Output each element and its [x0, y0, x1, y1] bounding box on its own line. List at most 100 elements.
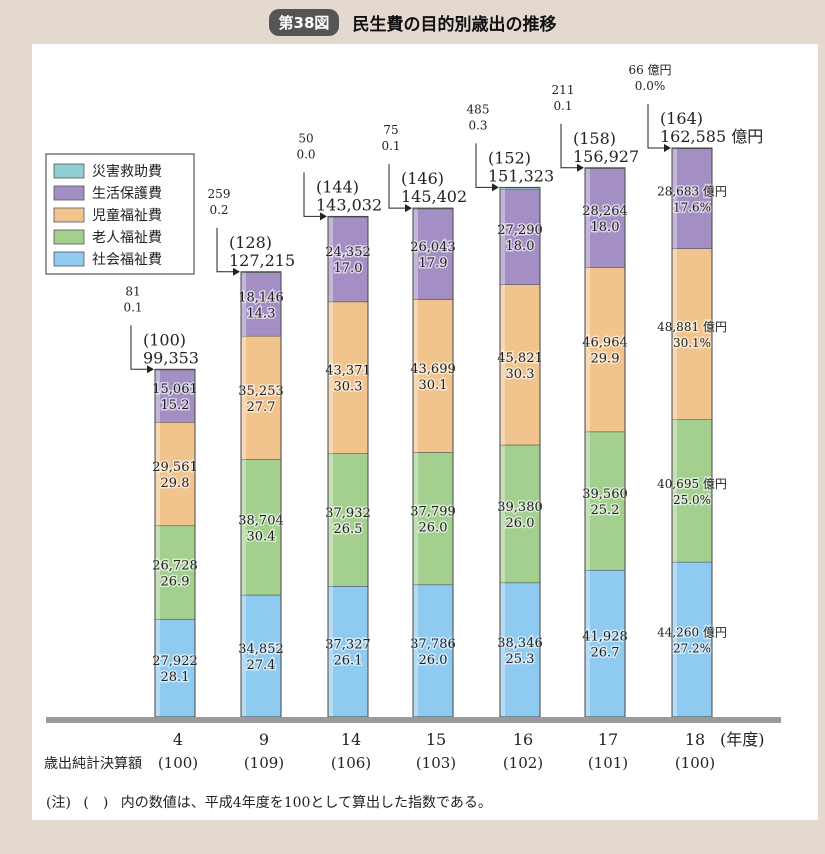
- footnote: (注) ( ) 内の数値は、平成4年度を100として算出した指数である。: [46, 792, 500, 812]
- leader-line-17: [560, 123, 581, 169]
- row-label: 歳出純計決算額: [44, 756, 142, 772]
- chart-panel: 27,922 28.1 26,728 26.9 29,561 29.8 15,061 15.2…: [32, 44, 818, 820]
- label-pct-child-4: 29.8: [161, 476, 190, 491]
- label-pct-social-16: 25.3: [506, 652, 535, 667]
- bar-highlight-child-17: [585, 267, 590, 432]
- bar-highlight-elderly-4: [155, 525, 160, 620]
- total-index-4: (100): [143, 330, 186, 349]
- label-pct-elderly-15: 26.0: [419, 521, 448, 536]
- bar-social-15: [412, 584, 454, 718]
- leader-arrow-4: [147, 365, 154, 374]
- bar-highlight-child-16: [500, 284, 505, 445]
- bar-elderly-17: [584, 431, 626, 571]
- bar-social-14: [327, 586, 369, 718]
- label-value-disaster-14: 50: [298, 131, 313, 145]
- leader-line-16: [475, 143, 496, 188]
- label-pct-child-9: 27.7: [247, 400, 276, 415]
- bar-highlight-social-4: [155, 619, 160, 717]
- label-pct-social-15: 26.0: [419, 653, 448, 668]
- leader-arrow-14: [320, 212, 327, 221]
- label-pct-elderly-9: 30.4: [247, 529, 276, 544]
- bar-highlight-livelihood-15: [413, 208, 418, 300]
- label-value-social-4: 27,922: [152, 654, 198, 669]
- label-value-elderly-16: 39,380: [497, 500, 543, 515]
- bar-elderly-16: [499, 444, 541, 584]
- bar-livelihood-16: [499, 188, 541, 285]
- label-value-elderly-15: 37,799: [410, 505, 456, 520]
- total-label-14: 143,032: [316, 195, 382, 214]
- row-index-14: (106): [331, 754, 371, 772]
- label-value-social-16: 38,346: [497, 636, 543, 651]
- bar-highlight-elderly-16: [500, 444, 505, 583]
- row-index-15: (103): [416, 754, 456, 772]
- label-value-disaster-4: 81: [125, 284, 140, 298]
- label-pct-disaster-9: 0.2: [209, 203, 228, 217]
- label-value-livelihood-15: 26,043: [410, 240, 456, 255]
- label-value-disaster-18: 66 億円: [628, 63, 671, 77]
- leader-line-15: [388, 164, 409, 209]
- legend-swatch-2: [53, 207, 85, 223]
- legend-swatch-4: [53, 251, 85, 267]
- row-index-18: (100): [675, 754, 715, 772]
- label-value-social-18: 44,260 億円: [657, 626, 727, 640]
- label-pct-child-15: 30.1: [419, 378, 448, 393]
- total-label-17: 156,927: [573, 147, 639, 166]
- label-pct-livelihood-9: 14.3: [247, 306, 276, 321]
- bar-livelihood-14: [327, 216, 369, 303]
- label-value-livelihood-14: 24,352: [325, 245, 371, 260]
- bar-highlight-livelihood-4: [155, 369, 160, 423]
- bar-highlight-elderly-15: [413, 452, 418, 585]
- leader-arrow-17: [577, 163, 584, 172]
- bar-livelihood-9: [240, 272, 282, 337]
- legend-label-3: 老人福祉費: [92, 230, 162, 246]
- bar-highlight-child-9: [241, 336, 246, 460]
- bar-highlight-elderly-17: [585, 431, 590, 571]
- legend-label-4: 社会福祉費: [92, 252, 162, 268]
- bar-elderly-18: [671, 419, 713, 563]
- x-tick-4: 4: [173, 730, 183, 749]
- label-pct-livelihood-14: 17.0: [334, 261, 363, 276]
- total-label-18: 162,585 億円: [660, 127, 763, 146]
- label-pct-disaster-4: 0.1: [123, 300, 142, 314]
- figure-number-badge: 第38図: [268, 9, 340, 36]
- total-label-16: 151,323: [488, 166, 554, 185]
- bar-highlight-livelihood-17: [585, 168, 590, 268]
- bar-livelihood-15: [412, 208, 454, 300]
- legend-swatch-1: [53, 185, 85, 201]
- label-value-child-9: 35,253: [238, 384, 284, 399]
- x-tick-14: 14: [341, 730, 361, 749]
- bar-highlight-child-4: [155, 422, 160, 526]
- label-value-elderly-14: 37,932: [325, 506, 371, 521]
- label-value-child-15: 43,699: [410, 362, 456, 377]
- bar-highlight-social-14: [328, 586, 333, 717]
- bar-highlight-elderly-9: [241, 459, 246, 596]
- label-value-social-9: 34,852: [238, 642, 284, 657]
- label-pct-social-4: 28.1: [161, 670, 190, 685]
- x-axis-baseline: [46, 717, 781, 723]
- bar-highlight-livelihood-14: [328, 216, 333, 302]
- label-pct-elderly-4: 26.9: [161, 575, 190, 590]
- label-pct-elderly-14: 26.5: [334, 522, 363, 537]
- label-pct-social-9: 27.4: [247, 658, 276, 673]
- total-index-14: (144): [316, 177, 359, 196]
- row-index-17: (101): [588, 754, 628, 772]
- label-pct-child-18: 30.1%: [673, 336, 711, 350]
- label-value-child-4: 29,561: [152, 460, 198, 475]
- legend-swatch-0: [53, 163, 85, 179]
- label-value-social-17: 41,928: [582, 630, 628, 645]
- total-index-16: (152): [488, 148, 531, 167]
- label-value-disaster-9: 259: [208, 187, 231, 201]
- legend-label-2: 児童福祉費: [92, 207, 162, 224]
- bar-elderly-4: [154, 525, 196, 620]
- bar-highlight-social-18: [672, 562, 677, 717]
- bar-highlight-child-14: [328, 301, 333, 454]
- bar-highlight-livelihood-18: [672, 148, 677, 249]
- leader-line-14: [303, 172, 324, 217]
- bar-highlight-social-17: [585, 570, 590, 717]
- label-value-livelihood-4: 15,061: [152, 382, 198, 397]
- bar-social-4: [154, 618, 196, 718]
- label-pct-social-17: 26.7: [591, 646, 620, 661]
- x-tick-18: 18: [685, 730, 705, 749]
